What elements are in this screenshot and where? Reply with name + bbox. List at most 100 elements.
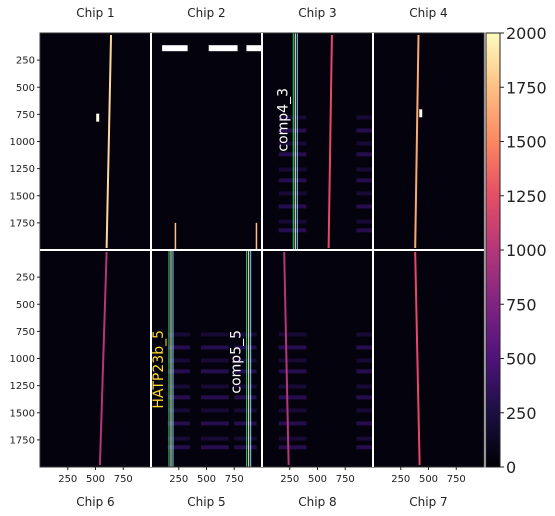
x-tick-label: 750: [447, 474, 466, 485]
stripe-band: [356, 369, 373, 374]
panel-image: [373, 33, 484, 250]
stripe-band: [356, 228, 373, 233]
x-tick-label: 500: [419, 474, 438, 485]
stripe-band: [356, 345, 373, 350]
stripe-band: [356, 128, 373, 133]
chip-label: Chip 3: [298, 6, 336, 20]
stripe-band: [167, 332, 190, 337]
aperture-label: HATP23b_5: [151, 330, 167, 409]
chip-panel: Chip 4: [372, 6, 485, 251]
stripe-band: [278, 152, 307, 157]
stripe-band: [356, 115, 373, 120]
aperture-label: comp4_3: [275, 88, 291, 152]
panel-image: [151, 33, 262, 250]
chip-label: Chip 8: [298, 495, 336, 509]
stripe-band: [356, 204, 373, 209]
spectral-trace: [414, 34, 420, 249]
chip-label: Chip 7: [409, 495, 447, 509]
stripe-band: [200, 408, 229, 413]
colorbar-tick-label: 0: [506, 458, 516, 477]
stripe-band: [234, 345, 257, 350]
stripe-band: [356, 436, 373, 441]
stripe-band: [356, 421, 373, 426]
y-tick-label: 1750: [10, 218, 35, 229]
colorbar-tick-label: 750: [506, 295, 537, 314]
spectral-trace: [105, 34, 113, 249]
stripe-band: [278, 384, 307, 389]
stripe-band: [167, 408, 190, 413]
y-tick-label: 500: [16, 83, 35, 94]
stripe-band: [356, 191, 373, 196]
stripe-band: [278, 228, 307, 233]
stripe-band: [278, 115, 307, 120]
x-tick-label: 750: [225, 474, 244, 485]
colorbar-tick-label: 1750: [506, 78, 547, 97]
stripe-band: [278, 436, 307, 441]
spectral-trace: [283, 251, 290, 466]
stripe-band: [278, 395, 307, 400]
stripe-band: [200, 436, 229, 441]
stripe-band: [167, 445, 190, 450]
stripe-band: [234, 445, 257, 450]
chip-panel: Chip 8 250 500 750: [261, 249, 374, 509]
stripe-band: [278, 204, 307, 209]
hot-spot: [419, 109, 423, 118]
y-tick-label: 750: [16, 327, 35, 338]
chip-panel: Chip 7 250 500 750: [372, 249, 485, 509]
y-tick-label: 250: [16, 273, 35, 284]
colorbar-tick-label: 250: [506, 404, 537, 423]
chip-panel: Chip 1 250 500 750 1000 1250 1500 1750: [10, 6, 152, 251]
stripe-band: [200, 395, 229, 400]
hot-spot: [96, 113, 100, 122]
stripe-band: [234, 332, 257, 337]
spectral-trace: [327, 34, 333, 249]
stripe-band: [356, 395, 373, 400]
chip-label: Chip 1: [76, 6, 114, 20]
stripe-band: [234, 395, 257, 400]
stripe-band: [356, 141, 373, 146]
y-tick-label: 1000: [10, 354, 35, 365]
stripe-band: [356, 445, 373, 450]
panel-image: [40, 250, 151, 467]
colorbar-tick-label: 2000: [506, 24, 547, 43]
x-tick-label: 250: [58, 474, 77, 485]
stripe-band: [278, 167, 307, 172]
spectral-trace: [414, 251, 421, 466]
y-tick-label: 1500: [10, 191, 35, 202]
stripe-band: [200, 384, 229, 389]
panel-image: [373, 250, 484, 467]
stripe-band: [167, 384, 190, 389]
stripe-band: [278, 219, 307, 224]
chip-label: Chip 6: [76, 495, 114, 509]
chip-label: Chip 5: [187, 495, 225, 509]
stripe-band: [200, 345, 229, 350]
stripe-band: [234, 358, 257, 363]
stripe-band: [278, 345, 307, 350]
x-tick-label: 750: [336, 474, 355, 485]
saturated-band: [246, 45, 262, 52]
stripe-band: [278, 369, 307, 374]
y-tick-label: 1250: [10, 381, 35, 392]
x-tick-label: 500: [86, 474, 105, 485]
colorbar-tick-label: 500: [506, 350, 537, 369]
stripe-band: [278, 191, 307, 196]
y-tick-label: 1250: [10, 164, 35, 175]
stripe-band: [167, 421, 190, 426]
stripe-band: [200, 445, 229, 450]
stripe-band: [278, 408, 307, 413]
x-tick-label: 500: [197, 474, 216, 485]
stripe-band: [200, 369, 229, 374]
x-tick-label: 250: [391, 474, 410, 485]
aperture-label: comp5_5: [229, 330, 245, 394]
spectral-trace: [98, 251, 108, 466]
stripe-band: [234, 436, 257, 441]
stripe-band: [356, 178, 373, 183]
chip-label: Chip 4: [409, 6, 447, 20]
stripe-band: [167, 436, 190, 441]
x-tick-label: 250: [169, 474, 188, 485]
stripe-band: [278, 141, 307, 146]
y-tick-label: 1000: [10, 137, 35, 148]
stripe-band: [167, 358, 190, 363]
y-tick-label: 1500: [10, 408, 35, 419]
stripe-band: [167, 345, 190, 350]
